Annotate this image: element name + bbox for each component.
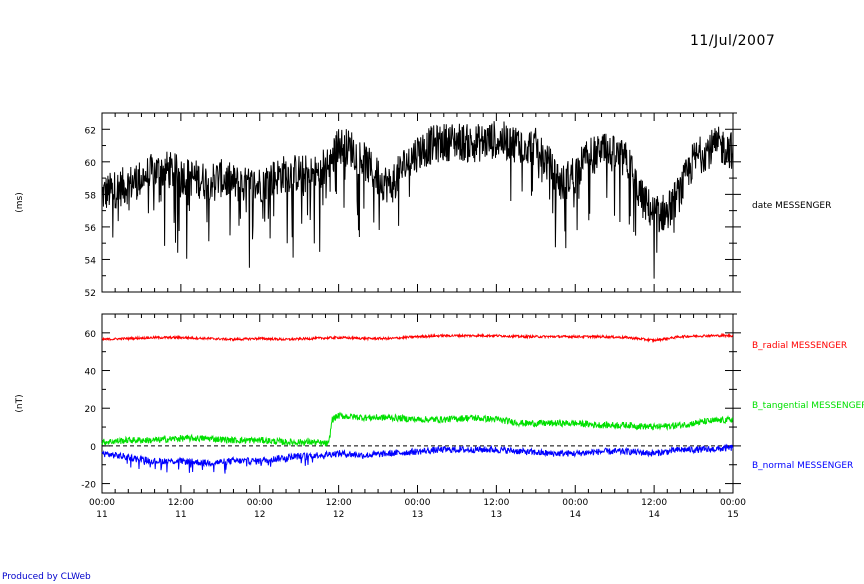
x-tick-time-label: 00:00: [405, 498, 431, 508]
x-tick-day-label: 12: [254, 510, 265, 520]
y-tick-label: 60: [85, 330, 97, 340]
x-tick-day-label: 13: [491, 510, 502, 520]
y-tick-label: 20: [85, 405, 97, 415]
x-tick-day-label: 14: [570, 510, 582, 520]
legend-label: B_tangential MESSENGER: [752, 401, 864, 411]
y-axis-label: (nT): [15, 394, 25, 412]
legend-label: B_normal MESSENGER: [752, 461, 853, 471]
x-tick-day-label: 11: [96, 510, 107, 520]
x-tick-day-label: 11: [175, 510, 186, 520]
y-tick-label: 40: [85, 368, 97, 378]
x-tick-time-label: 00:00: [720, 498, 746, 508]
y-tick-label: 62: [85, 126, 96, 136]
x-tick-day-label: 12: [333, 510, 344, 520]
x-tick-time-label: 12:00: [168, 498, 194, 508]
x-tick-time-label: 12:00: [326, 498, 352, 508]
series-line-b_tangential: [101, 411, 734, 448]
y-tick-label: 56: [85, 224, 97, 234]
plot-date: 11/Jul/2007: [690, 33, 776, 49]
panel-frame: [101, 313, 734, 494]
series-line-b_normal: [101, 443, 734, 474]
legend-label: date MESSENGER: [752, 201, 831, 211]
legend-label: B_radial MESSENGER: [752, 341, 847, 351]
x-tick-time-label: 00:00: [562, 498, 588, 508]
y-tick-label: 58: [85, 191, 97, 201]
series-line-date: [101, 121, 734, 279]
x-tick-time-label: 00:00: [247, 498, 273, 508]
credit-text: Produced by CLWeb: [2, 572, 91, 582]
x-tick-time-label: 12:00: [641, 498, 667, 508]
series-line-b_radial: [101, 332, 734, 343]
x-tick-time-label: 12:00: [483, 498, 509, 508]
y-tick-label: 0: [90, 443, 96, 453]
x-tick-day-label: 13: [412, 510, 423, 520]
upper-panel-ms: 52 54 56 58 60 62 (ms) date MESSENGER: [15, 112, 831, 299]
y-tick-label: 60: [85, 159, 97, 169]
x-tick-time-label: 00:00: [89, 498, 115, 508]
x-tick-day-label: 14: [648, 510, 660, 520]
lower-panel-nt: -20 0 20 40 60 (nT) B_radial MESSENGER B_tangen…: [15, 313, 864, 520]
y-tick-label: 52: [85, 289, 96, 299]
y-axis-label: (ms): [15, 192, 25, 212]
x-tick-day-label: 15: [727, 510, 738, 520]
y-tick-label: -20: [81, 481, 96, 491]
y-tick-label: 54: [85, 256, 97, 266]
